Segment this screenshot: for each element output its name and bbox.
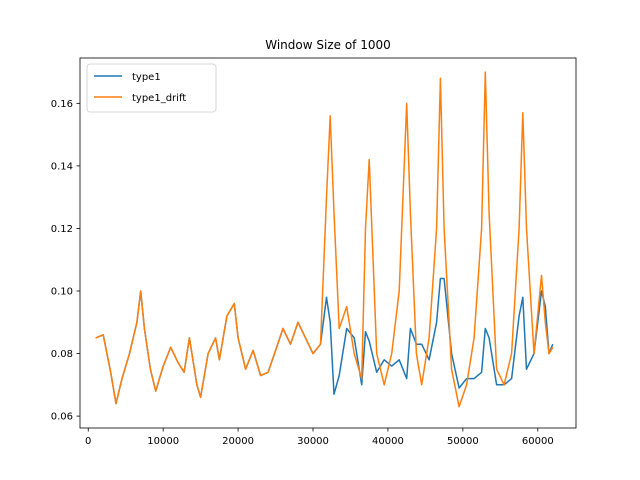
x-tick-label: 40000: [372, 436, 404, 447]
y-tick-label: 0.12: [51, 224, 73, 235]
series-line-type1-drift: [95, 71, 554, 408]
x-tick-label: 30000: [297, 436, 329, 447]
x-axis: 0 10000 20000 30000 40000 50000 60000: [85, 428, 554, 447]
y-tick-label: 0.16: [51, 99, 73, 110]
plot-lines: [95, 71, 554, 408]
legend-label-type1: type1: [132, 72, 161, 83]
y-tick-label: 0.08: [51, 349, 73, 360]
plot-frame: [79, 57, 577, 429]
x-tick-label: 20000: [222, 436, 254, 447]
y-tick-label: 0.10: [51, 287, 73, 298]
x-tick-label: 10000: [147, 436, 179, 447]
y-tick-label: 0.14: [51, 161, 73, 172]
x-tick-label: 50000: [447, 436, 479, 447]
x-tick-label: 0: [85, 436, 91, 447]
legend: type1 type1_drift: [86, 63, 217, 113]
x-tick-label: 60000: [522, 436, 554, 447]
legend-label-type1-drift: type1_drift: [132, 93, 186, 104]
y-tick-label: 0.06: [51, 412, 73, 423]
chart-title: Window Size of 1000: [265, 38, 391, 52]
y-axis: 0.06 0.08 0.10 0.12 0.14 0.16: [51, 99, 80, 423]
